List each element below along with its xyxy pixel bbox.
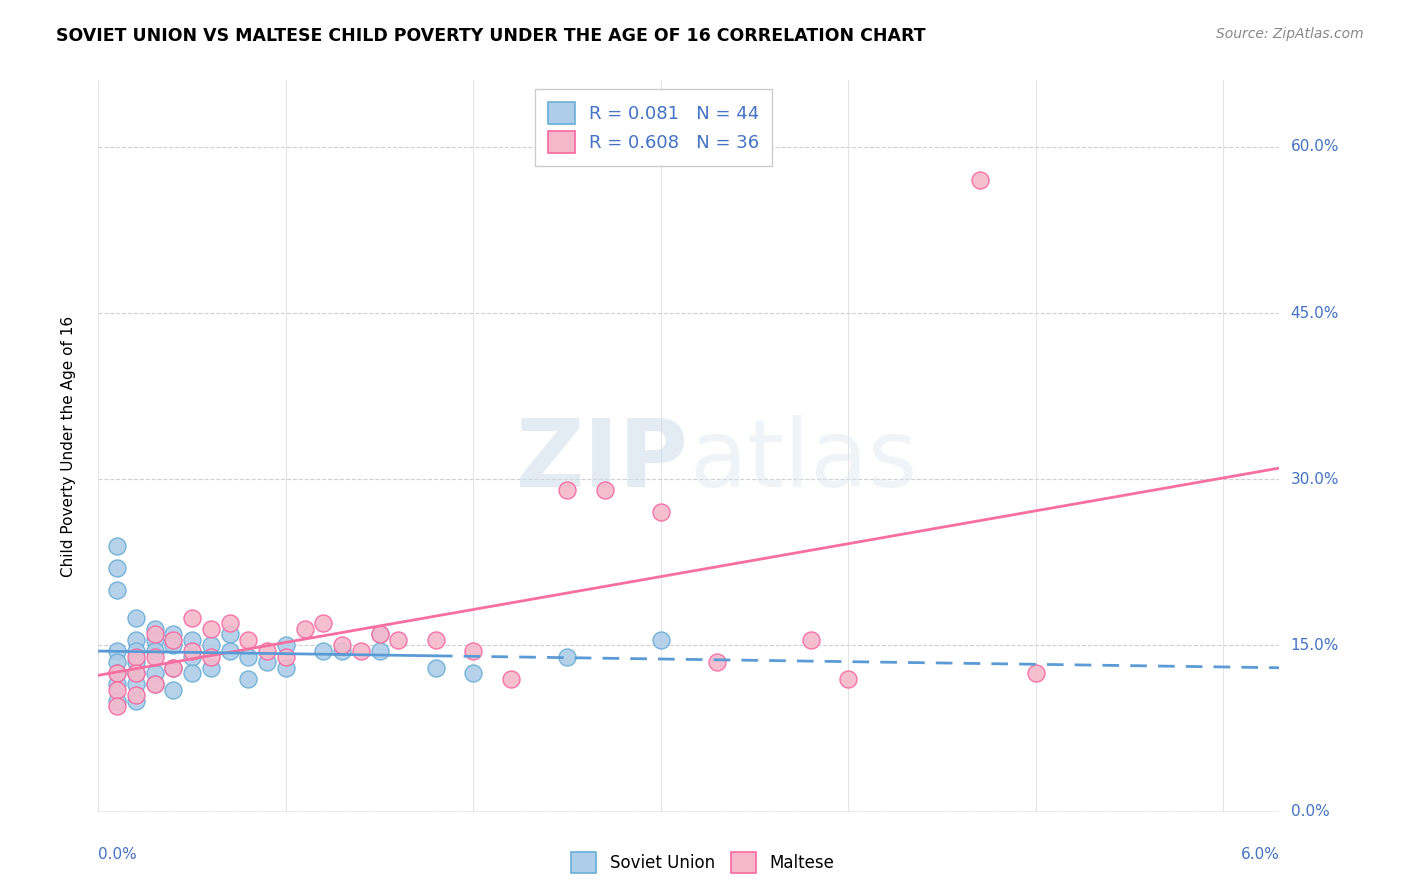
Point [125, 689, 148, 703]
Point [105, 666, 128, 681]
Point [555, 649, 578, 664]
Point [125, 666, 148, 681]
Point [218, 627, 240, 641]
Point [425, 660, 447, 674]
Point [181, 644, 204, 658]
Point [105, 682, 128, 697]
Point [181, 632, 204, 647]
Point [294, 622, 316, 636]
Point [368, 627, 391, 641]
Legend: R = 0.081   N = 44, R = 0.608   N = 36: R = 0.081 N = 44, R = 0.608 N = 36 [534, 89, 772, 166]
Point [368, 627, 391, 641]
Point [143, 622, 166, 636]
Point [181, 666, 204, 681]
Text: 6.0%: 6.0% [1240, 847, 1279, 863]
Text: 45.0%: 45.0% [1291, 306, 1339, 320]
Point [800, 632, 823, 647]
Point [105, 699, 128, 714]
Point [162, 660, 184, 674]
Point [143, 644, 166, 658]
Text: 0.0%: 0.0% [98, 847, 138, 863]
Point [200, 649, 222, 664]
Point [368, 644, 391, 658]
Point [256, 644, 278, 658]
Point [125, 644, 148, 658]
Legend: Soviet Union, Maltese: Soviet Union, Maltese [565, 846, 841, 880]
Point [162, 682, 184, 697]
Point [425, 632, 447, 647]
Point [238, 672, 260, 686]
Point [200, 660, 222, 674]
Point [125, 649, 148, 664]
Point [105, 644, 128, 658]
Point [650, 632, 672, 647]
Point [218, 644, 240, 658]
Point [200, 622, 222, 636]
Point [125, 632, 148, 647]
Text: ZIP: ZIP [516, 415, 689, 507]
Point [350, 644, 373, 658]
Point [238, 649, 260, 664]
Point [105, 677, 128, 691]
Point [274, 639, 297, 653]
Point [238, 632, 260, 647]
Point [105, 694, 128, 708]
Point [593, 483, 616, 498]
Point [387, 632, 409, 647]
Point [837, 672, 859, 686]
Point [143, 666, 166, 681]
Point [105, 539, 128, 553]
Point [274, 660, 297, 674]
Text: Source: ZipAtlas.com: Source: ZipAtlas.com [1216, 27, 1364, 41]
Point [463, 666, 485, 681]
Point [181, 649, 204, 664]
Point [499, 672, 522, 686]
Point [200, 639, 222, 653]
Point [125, 666, 148, 681]
Point [555, 483, 578, 498]
Point [125, 694, 148, 708]
Text: Child Poverty Under the Age of 16: Child Poverty Under the Age of 16 [62, 316, 76, 576]
Point [463, 644, 485, 658]
Point [105, 561, 128, 575]
Point [162, 627, 184, 641]
Text: 30.0%: 30.0% [1291, 472, 1339, 487]
Point [162, 660, 184, 674]
Point [312, 644, 335, 658]
Point [706, 655, 728, 669]
Point [650, 506, 672, 520]
Point [125, 611, 148, 625]
Point [143, 627, 166, 641]
Point [969, 173, 991, 187]
Point [162, 639, 184, 653]
Text: SOVIET UNION VS MALTESE CHILD POVERTY UNDER THE AGE OF 16 CORRELATION CHART: SOVIET UNION VS MALTESE CHILD POVERTY UN… [56, 27, 927, 45]
Point [105, 666, 128, 681]
Text: 60.0%: 60.0% [1291, 139, 1339, 154]
Point [105, 583, 128, 598]
Point [143, 632, 166, 647]
Point [143, 677, 166, 691]
Point [125, 655, 148, 669]
Point [105, 655, 128, 669]
Point [143, 649, 166, 664]
Point [181, 611, 204, 625]
Text: 0.0%: 0.0% [1291, 805, 1329, 819]
Point [1025, 666, 1047, 681]
Point [256, 655, 278, 669]
Text: atlas: atlas [689, 415, 917, 507]
Point [330, 639, 353, 653]
Point [312, 616, 335, 631]
Point [162, 632, 184, 647]
Point [330, 644, 353, 658]
Point [274, 649, 297, 664]
Point [125, 677, 148, 691]
Text: 15.0%: 15.0% [1291, 638, 1339, 653]
Point [218, 616, 240, 631]
Point [143, 677, 166, 691]
